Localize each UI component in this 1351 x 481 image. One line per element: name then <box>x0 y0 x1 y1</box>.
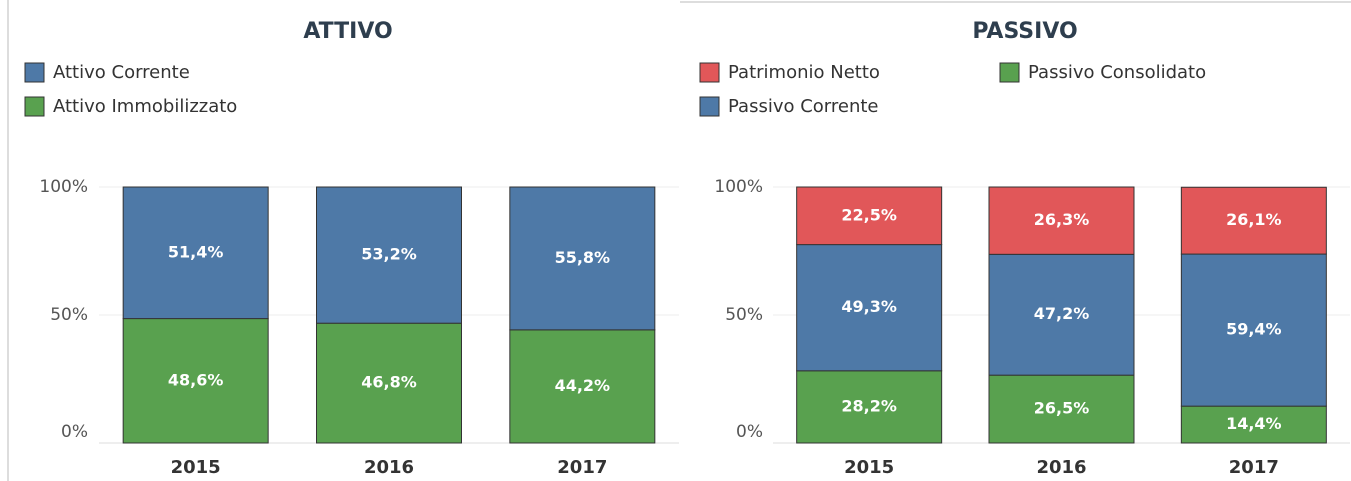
value-label: 53,2% <box>361 245 417 264</box>
bar-segment <box>796 186 943 246</box>
bar-segment <box>796 244 943 372</box>
y-tick-label: 100% <box>39 177 88 197</box>
bar-segment <box>1180 186 1327 255</box>
legend-label: Attivo Immobilizzato <box>53 96 237 117</box>
legend-label: Patrimonio Netto <box>728 62 880 83</box>
x-tick-label: 2017 <box>1229 457 1279 478</box>
legend-label: Passivo Consolidato <box>1028 62 1206 83</box>
value-label: 26,1% <box>1226 210 1282 229</box>
value-label: 48,6% <box>168 370 224 389</box>
bar-segment <box>988 374 1135 444</box>
bar-segment <box>122 318 269 444</box>
value-label: 14,4% <box>1226 414 1282 433</box>
y-tick-label: 0% <box>736 422 763 442</box>
y-tick-label: 50% <box>725 305 763 325</box>
value-label: 47,2% <box>1034 304 1090 323</box>
x-tick-label: 2015 <box>844 457 894 478</box>
x-tick-label: 2016 <box>364 457 414 478</box>
x-tick-label: 2017 <box>557 457 607 478</box>
bar-segment <box>122 186 269 320</box>
chart-title: PASSIVO <box>972 19 1077 44</box>
x-tick-label: 2015 <box>171 457 221 478</box>
bar-segment <box>988 186 1135 255</box>
value-label: 49,3% <box>841 297 897 316</box>
value-label: 59,4% <box>1226 320 1282 339</box>
bar-segment <box>316 322 462 444</box>
value-label: 22,5% <box>841 205 897 224</box>
value-label: 28,2% <box>841 396 897 415</box>
bar-segment <box>509 186 656 331</box>
value-label: 46,8% <box>361 373 417 392</box>
bar-segment <box>1180 405 1327 444</box>
value-label: 26,5% <box>1034 399 1090 418</box>
legend-swatch <box>24 62 45 83</box>
bar-segment <box>316 186 462 324</box>
x-tick-label: 2016 <box>1036 457 1086 478</box>
y-tick-label: 100% <box>714 177 763 197</box>
value-label: 55,8% <box>555 248 611 267</box>
legend-swatch <box>24 96 45 117</box>
legend-swatch <box>699 62 720 83</box>
chart-title: ATTIVO <box>303 19 392 44</box>
bar-segment <box>796 370 943 444</box>
value-label: 26,3% <box>1034 210 1090 229</box>
legend-label: Passivo Corrente <box>728 96 879 117</box>
bar-segment <box>988 253 1135 376</box>
legend-swatch <box>699 96 720 117</box>
value-label: 44,2% <box>555 376 611 395</box>
y-tick-label: 50% <box>50 305 88 325</box>
legend-swatch <box>999 62 1020 83</box>
bar-segment <box>509 329 656 444</box>
y-tick-label: 0% <box>61 422 88 442</box>
value-label: 51,4% <box>168 242 224 261</box>
legend-label: Attivo Corrente <box>53 62 190 83</box>
